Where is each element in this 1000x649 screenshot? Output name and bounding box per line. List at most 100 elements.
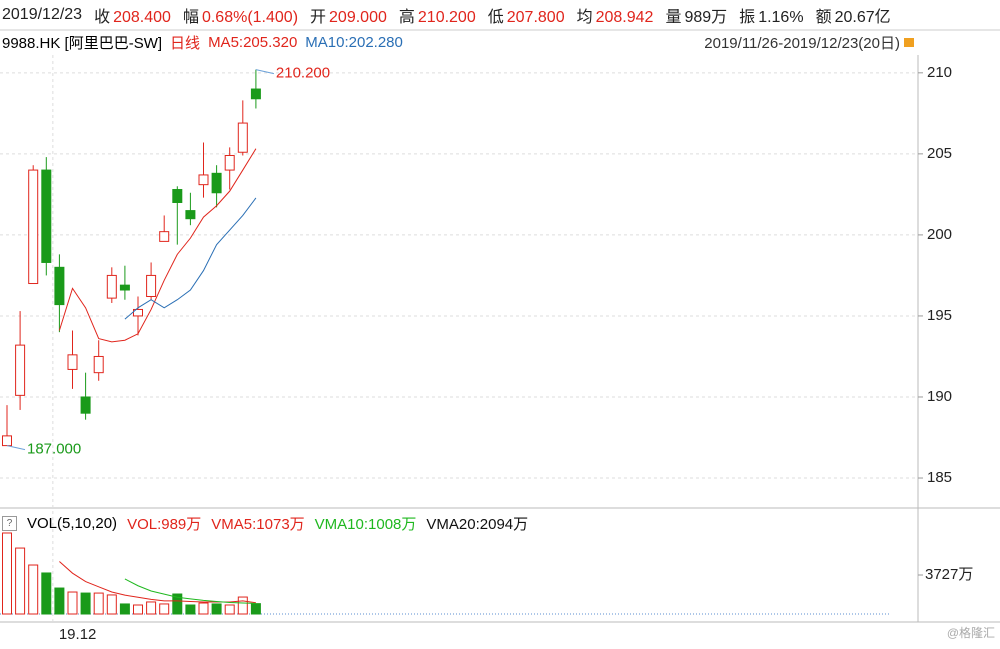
quote-label: 振	[739, 9, 756, 26]
candle-body	[211, 172, 222, 194]
date-range[interactable]: 2019/11/26-2019/12/23(20日)	[704, 34, 900, 52]
quote-item: 收 208.400	[94, 3, 171, 27]
candle-body	[54, 266, 65, 306]
volume-title: VOL(5,10,20)	[27, 514, 118, 532]
y-tick-label: 185	[927, 469, 952, 486]
y-tick-label: 3727万	[925, 566, 973, 583]
candle-body	[185, 210, 196, 220]
quote-value: 1.16%	[758, 9, 804, 26]
quote-label: 高	[398, 9, 415, 26]
volume-bar	[198, 602, 209, 615]
quote-label: 量	[665, 9, 682, 26]
volume-bar	[67, 591, 78, 615]
candle-body	[15, 344, 26, 396]
quote-item: 额 20.67亿	[816, 3, 891, 27]
candle-body	[106, 274, 117, 299]
date: 2019/12/23	[2, 6, 83, 23]
volume-bar	[106, 594, 117, 615]
quote-label: 开	[310, 9, 327, 26]
legend-item: MA10:202.280	[305, 33, 403, 51]
y-tick-label: 205	[927, 145, 952, 162]
quote-label: 额	[815, 9, 832, 26]
candle-body	[159, 231, 170, 242]
quote-bar: 2019/12/23 收 208.400 幅 0.68%(1.400) 开 209.000 高…	[2, 0, 891, 30]
quote-value: 20.67亿	[834, 9, 891, 26]
candle-body	[93, 355, 104, 374]
quote-label: 低	[487, 9, 504, 26]
candle-body	[67, 354, 78, 370]
candle-body	[146, 274, 157, 297]
lock-icon[interactable]	[904, 37, 914, 47]
quote-item: 开 209.000	[310, 3, 387, 27]
vma-line	[124, 578, 256, 604]
annotation-arrow	[6, 445, 26, 451]
volume-bar	[237, 596, 248, 615]
quote-value: 208.942	[595, 9, 654, 26]
y-tick-label: 210	[927, 64, 952, 81]
quote-item: 幅 0.68%(1.400)	[183, 3, 298, 27]
volume-bar	[80, 592, 91, 615]
volume-bar	[15, 547, 26, 615]
x-tick-label: 19.12	[59, 626, 97, 643]
quote-value: 210.200	[417, 9, 476, 26]
ma-line	[58, 148, 257, 343]
annotation-arrow	[255, 69, 275, 75]
period: 日线	[170, 34, 201, 52]
quote-value: 0.68%(1.400)	[201, 9, 299, 26]
legend-item: VMA5:1073万	[211, 515, 305, 533]
quote-item: 量 989万	[665, 3, 727, 27]
volume-bar	[172, 593, 183, 615]
volume-bar	[224, 604, 235, 615]
quote-value: 207.800	[506, 9, 565, 26]
volume-bar	[41, 572, 52, 615]
candle-body	[80, 396, 91, 414]
legend-item: VMA20:2094万	[426, 515, 529, 533]
quote-item: 高 210.200	[399, 3, 476, 27]
quote-label: 均	[576, 9, 593, 26]
volume-legend: ? VOL(5,10,20) VOL:989万 VMA5:1073万 VMA10:100…	[2, 512, 538, 534]
volume-bar	[185, 604, 196, 615]
volume-bar	[159, 603, 170, 615]
y-tick-label: 200	[927, 226, 952, 243]
watermark: @格隆汇	[947, 625, 995, 640]
quote-value: 209.000	[329, 9, 387, 26]
quote-item: 振 1.16%	[739, 3, 803, 27]
chart-info: 9988.HK [阿里巴巴-SW] 日线 MA5:205.320 MA10:20…	[2, 31, 914, 53]
annotation: 210.200	[276, 65, 330, 82]
candle-body	[172, 189, 183, 203]
symbol: 9988.HK [阿里巴巴-SW]	[2, 34, 163, 52]
quote-item: 低 207.800	[488, 3, 565, 27]
volume-bar	[93, 592, 104, 615]
quote-item: 均 208.942	[577, 3, 654, 27]
volume-bar	[133, 604, 143, 615]
candle-body	[28, 169, 39, 285]
candle-body	[119, 284, 130, 291]
volume-bar	[2, 532, 12, 615]
candle-body	[224, 154, 235, 171]
volume-bar	[119, 603, 130, 615]
ma-line	[124, 197, 257, 320]
legend-item: MA5:205.320	[208, 33, 298, 51]
volume-bar	[211, 603, 222, 615]
annotation: 187.000	[27, 441, 81, 458]
quote-value: 208.400	[113, 9, 171, 26]
candle-body	[41, 169, 52, 263]
candle-body	[250, 88, 261, 100]
volume-bar	[146, 601, 157, 615]
volume-bar	[28, 564, 39, 615]
y-tick-label: 190	[927, 388, 952, 405]
help-icon[interactable]: ?	[2, 515, 17, 531]
y-tick-label: 195	[927, 307, 952, 324]
candle-body	[198, 174, 209, 186]
quote-label: 收	[94, 9, 111, 26]
quote-value: 989万	[684, 9, 728, 26]
candle-body	[133, 308, 143, 317]
legend-item: VOL:989万	[127, 515, 202, 533]
candle-body	[2, 435, 12, 447]
volume-bar	[54, 587, 65, 615]
quote-label: 幅	[182, 9, 199, 26]
candle-body	[237, 122, 248, 153]
volume-bar	[250, 603, 261, 615]
